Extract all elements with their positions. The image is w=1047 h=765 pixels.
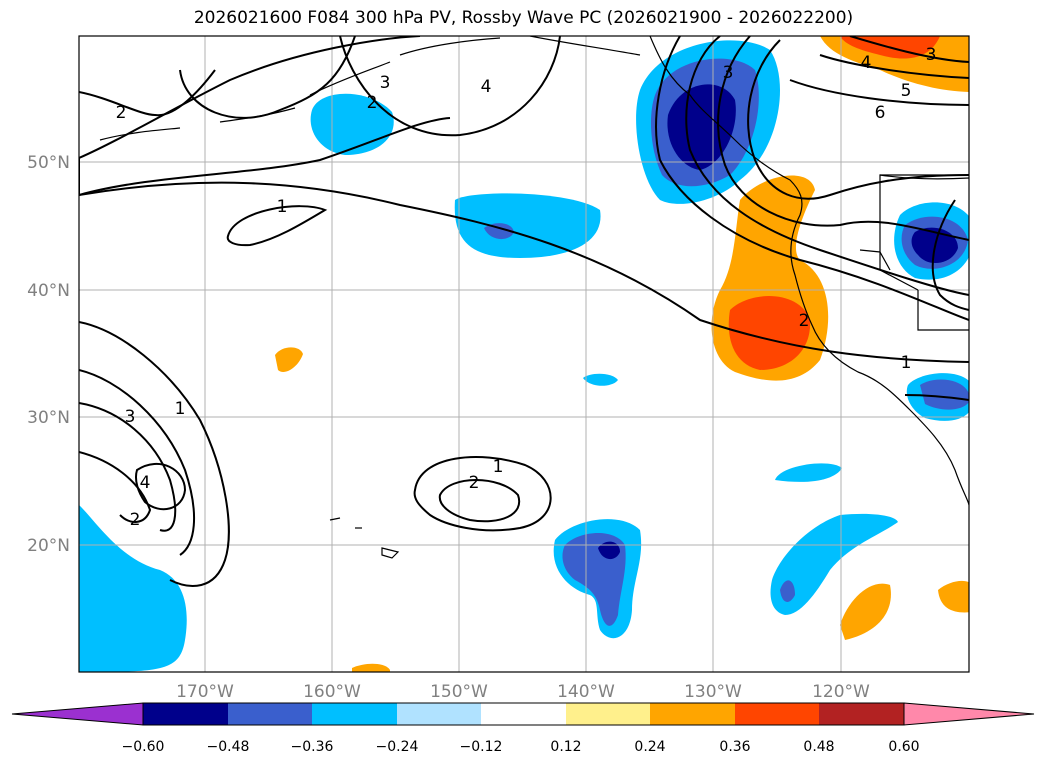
colorbar-tick: −0.24 bbox=[376, 739, 419, 755]
contour-label: 3 bbox=[380, 73, 391, 93]
colorbar-tick: 0.60 bbox=[888, 739, 919, 755]
lat-label: 40°N bbox=[27, 281, 70, 301]
colorbar-tick: −0.48 bbox=[207, 739, 250, 755]
colorbar-extend-high bbox=[903, 702, 1035, 726]
contour-label: 2 bbox=[367, 93, 378, 113]
colorbar-segment bbox=[312, 703, 397, 725]
lon-label: 150°W bbox=[430, 682, 488, 702]
map-frame bbox=[78, 35, 970, 673]
contour-label: 4 bbox=[140, 473, 151, 493]
rossby-wave-contours bbox=[79, 36, 969, 587]
contour-label: 1 bbox=[493, 457, 504, 477]
colorbar-segment bbox=[735, 703, 819, 725]
colorbar-segment bbox=[566, 703, 650, 725]
colorbar-tick: 0.36 bbox=[719, 739, 750, 755]
colorbar-tick: 0.12 bbox=[550, 739, 581, 755]
lat-label: 50°N bbox=[27, 153, 70, 173]
contour-label: 2 bbox=[799, 311, 810, 331]
contour-label: 4 bbox=[861, 53, 872, 73]
lat-label: 30°N bbox=[27, 408, 70, 428]
lon-label: 140°W bbox=[557, 682, 615, 702]
colorbar: −0.60 −0.48 −0.36 −0.24 −0.12 0.12 0.24 … bbox=[11, 702, 1035, 755]
colorbar-tick: −0.60 bbox=[122, 739, 165, 755]
map-title: 2026021600 F084 300 hPa PV, Rossby Wave … bbox=[193, 8, 854, 28]
contour-label: 1 bbox=[277, 197, 288, 217]
colorbar-tick: 0.48 bbox=[803, 739, 834, 755]
colorbar-extend-low bbox=[11, 702, 144, 726]
colorbar-segment bbox=[143, 703, 228, 725]
contour-label: 4 bbox=[481, 77, 492, 97]
colorbar-segment bbox=[228, 703, 312, 725]
latitude-labels: 50°N 40°N 30°N 20°N bbox=[27, 153, 70, 556]
map-gridlines bbox=[79, 36, 969, 672]
colorbar-tick: −0.12 bbox=[460, 739, 503, 755]
contour-label: 2 bbox=[116, 103, 127, 123]
contour-label: 2 bbox=[469, 473, 480, 493]
lon-label: 130°W bbox=[684, 682, 742, 702]
contour-labels: 2 3 4 3 5 6 1 1 3 1 4 2 2 1 2 2 3 4 bbox=[116, 45, 937, 530]
contour-label: 3 bbox=[125, 407, 136, 427]
colorbar-segment bbox=[481, 703, 566, 725]
colorbar-tick: −0.36 bbox=[291, 739, 334, 755]
contour-label: 1 bbox=[901, 353, 912, 373]
colorbar-segment bbox=[397, 703, 481, 725]
contour-label: 6 bbox=[875, 103, 886, 123]
map-panel bbox=[79, 36, 969, 672]
colorbar-segment bbox=[650, 703, 735, 725]
contour-label: 5 bbox=[901, 81, 912, 101]
colorbar-segment bbox=[819, 703, 904, 725]
contour-label: 3 bbox=[926, 45, 937, 65]
lon-label: 160°W bbox=[303, 682, 361, 702]
lat-label: 20°N bbox=[27, 536, 70, 556]
pv-shading bbox=[79, 36, 969, 672]
contour-label: 2 bbox=[130, 510, 141, 530]
lon-label: 120°W bbox=[812, 682, 870, 702]
contour-label: 1 bbox=[175, 399, 186, 419]
lon-label: 170°W bbox=[176, 682, 234, 702]
colorbar-tick: 0.24 bbox=[634, 739, 665, 755]
longitude-labels: 170°W 160°W 150°W 140°W 130°W 120°W bbox=[176, 682, 870, 702]
contour-label: 3 bbox=[723, 63, 734, 83]
